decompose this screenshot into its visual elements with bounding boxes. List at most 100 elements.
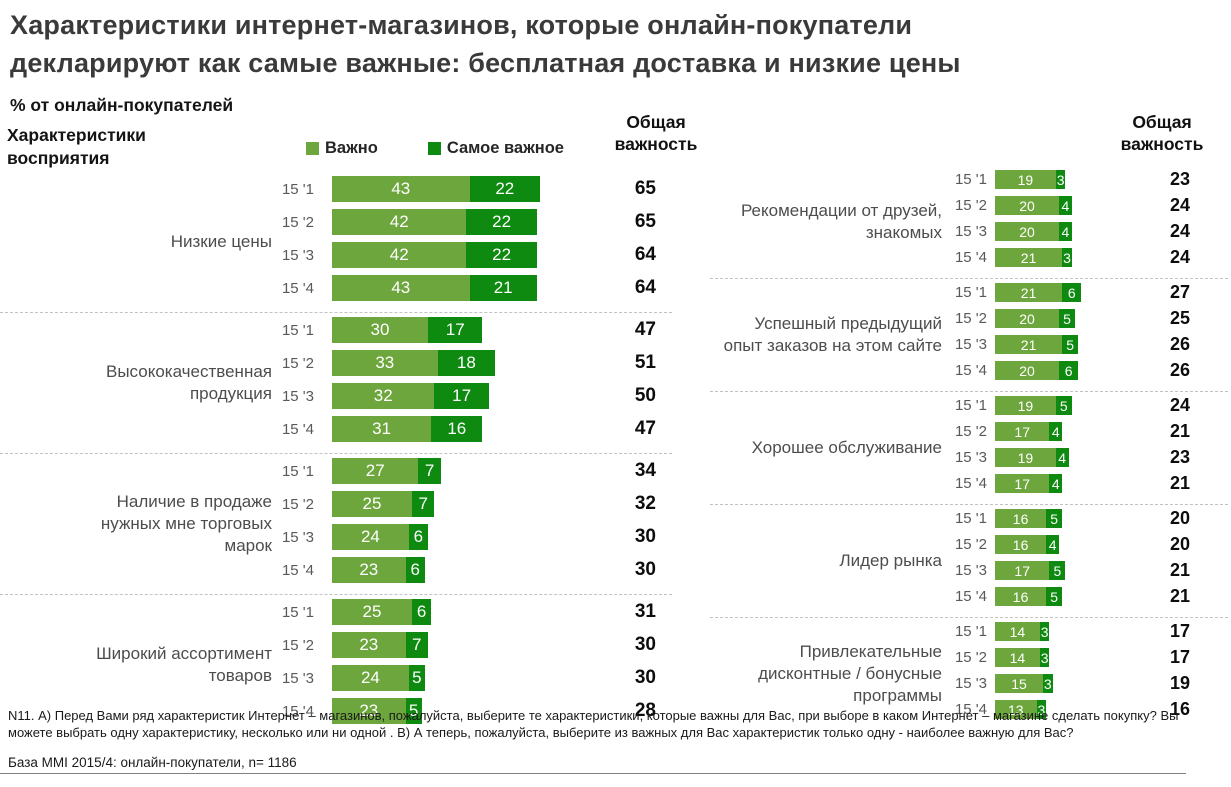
period-label: 15 '1 <box>954 510 987 527</box>
bar-rows: 15 '1 21 6 27 15 '2 20 5 25 15 '3 21 5 26 15 '4 20 6 26 <box>942 282 1228 387</box>
page-title: Характеристики интернет-магазинов, котор… <box>10 10 961 79</box>
stacked-bar: 15 3 <box>995 674 1083 693</box>
bar-area: 20 6 <box>995 361 1083 380</box>
period-label: 15 '2 <box>281 636 314 654</box>
bar-group: Успешный предыдущий опыт заказов на этом… <box>710 279 1228 392</box>
bar-row: 15 '3 32 17 50 <box>272 383 672 409</box>
total-value: 47 <box>634 418 656 439</box>
stacked-bar: 42 22 <box>332 242 544 268</box>
period-label: 15 '4 <box>954 249 987 266</box>
bar-segment-important: 43 <box>332 275 470 301</box>
total-value: 26 <box>1169 360 1190 380</box>
bar-row: 15 '2 20 4 24 <box>942 195 1228 215</box>
bar-segment-most-important: 3 <box>1055 170 1066 189</box>
total-value: 17 <box>1169 647 1190 667</box>
stacked-bar: 17 5 <box>995 561 1083 580</box>
bar-segment-important: 14 <box>995 622 1040 641</box>
period-label: 15 '4 <box>281 279 314 297</box>
period-label: 15 '1 <box>954 623 987 640</box>
stacked-bar: 21 3 <box>995 248 1083 267</box>
bar-row: 15 '3 42 22 64 <box>272 242 672 268</box>
bar-segment-important: 15 <box>995 674 1043 693</box>
category-label: Хорошее обслуживание <box>751 437 942 457</box>
category-label: Привлекательные дисконтные / бонусные пр… <box>758 641 942 706</box>
bar-group: Привлекательные дисконтные / бонусные пр… <box>710 618 1228 730</box>
bar-segment-important: 31 <box>332 416 432 442</box>
total-value: 51 <box>634 352 656 373</box>
total-value: 32 <box>634 493 656 514</box>
bar-rows: 15 '1 43 22 65 15 '2 42 22 65 15 '3 42 22 64 15 '4 43… <box>272 176 672 308</box>
bar-row: 15 '3 21 5 26 <box>942 334 1228 354</box>
period-label: 15 '4 <box>954 701 987 718</box>
stacked-bar: 14 3 <box>995 648 1083 667</box>
bar-row: 15 '4 23 6 30 <box>272 557 672 583</box>
bar-rows: 15 '1 19 3 23 15 '2 20 4 24 15 '3 20 4 24 15 '4 21 3 24 <box>942 169 1228 274</box>
bar-segment-important: 19 <box>995 170 1056 189</box>
bar-area: 32 17 <box>332 383 544 409</box>
bar-segment-important: 20 <box>995 222 1059 241</box>
category-label: Лидер рынка <box>839 550 942 570</box>
stacked-bar: 42 22 <box>332 209 544 235</box>
bar-row: 15 '3 17 5 21 <box>942 560 1228 580</box>
bar-area: 23 7 <box>332 632 544 658</box>
bar-group: Лидер рынка 15 '1 16 5 20 15 '2 16 4 20 15 '3 17 5 2… <box>710 505 1228 618</box>
bar-segment-important: 16 <box>995 509 1047 528</box>
bar-segment-most-important: 4 <box>1055 448 1069 467</box>
bar-row: 15 '1 43 22 65 <box>272 176 672 202</box>
stacked-bar: 19 3 <box>995 170 1083 189</box>
stacked-bar: 24 6 <box>332 524 544 550</box>
total-value: 34 <box>634 460 656 481</box>
total-value: 21 <box>1169 421 1190 441</box>
sample-base-note: База MMI 2015/4: онлайн-покупатели, n= 1… <box>8 755 297 770</box>
bar-row: 15 '1 25 6 31 <box>272 599 672 625</box>
period-label: 15 '3 <box>954 562 987 579</box>
bar-segment-important: 21 <box>995 283 1063 302</box>
total-value: 64 <box>634 277 656 298</box>
stacked-bar: 20 4 <box>995 222 1083 241</box>
bar-segment-important: 33 <box>332 350 438 376</box>
category-label: Высококачественная продукция <box>105 361 272 403</box>
period-label: 15 '3 <box>954 336 987 353</box>
bar-row: 15 '2 16 4 20 <box>942 534 1228 554</box>
period-label: 15 '3 <box>954 449 987 466</box>
bar-segment-important: 16 <box>995 535 1047 554</box>
stacked-bar: 27 7 <box>332 458 544 484</box>
bar-segment-important: 23 <box>332 557 406 583</box>
bar-row: 15 '2 20 5 25 <box>942 308 1228 328</box>
row-axis-label: Характеристики восприятия <box>7 125 146 168</box>
bar-segment-important: 20 <box>995 361 1059 380</box>
stacked-bar: 16 5 <box>995 509 1083 528</box>
bar-segment-important: 30 <box>332 317 428 343</box>
total-value: 24 <box>1169 247 1190 267</box>
bar-area: 14 3 <box>995 648 1083 667</box>
bar-segment-important: 25 <box>332 599 412 625</box>
bar-segment-important: 27 <box>332 458 419 484</box>
total-value: 31 <box>634 601 656 622</box>
stacked-bar: 25 7 <box>332 491 544 517</box>
bar-row: 15 '4 43 21 64 <box>272 275 672 301</box>
bar-segment-most-important: 22 <box>466 209 537 235</box>
stacked-bar: 21 5 <box>995 335 1083 354</box>
bar-area: 20 5 <box>995 309 1083 328</box>
bar-area: 33 18 <box>332 350 544 376</box>
bar-segment-most-important: 3 <box>1039 622 1050 641</box>
total-value: 20 <box>1169 508 1190 528</box>
period-label: 15 '2 <box>954 197 987 214</box>
period-label: 15 '1 <box>281 180 314 198</box>
stacked-bar: 33 18 <box>332 350 544 376</box>
bar-row: 15 '3 24 5 30 <box>272 665 672 691</box>
category-label: Низкие цены <box>170 231 272 251</box>
stacked-bar: 16 5 <box>995 587 1083 606</box>
total-value: 20 <box>1169 534 1190 554</box>
bar-row: 15 '2 17 4 21 <box>942 421 1228 441</box>
total-value: 27 <box>1169 282 1190 302</box>
bottom-rule <box>0 773 1186 774</box>
total-value: 21 <box>1169 586 1190 606</box>
bar-row: 15 '1 16 5 20 <box>942 508 1228 528</box>
stacked-bar: 16 4 <box>995 535 1083 554</box>
bar-rows: 15 '1 27 7 34 15 '2 25 7 32 15 '3 24 6 30 15 '4 23 6 30 <box>272 458 672 590</box>
bar-segment-important: 19 <box>995 396 1056 415</box>
bar-segment-most-important: 6 <box>408 524 428 550</box>
bar-segment-important: 14 <box>995 648 1040 667</box>
